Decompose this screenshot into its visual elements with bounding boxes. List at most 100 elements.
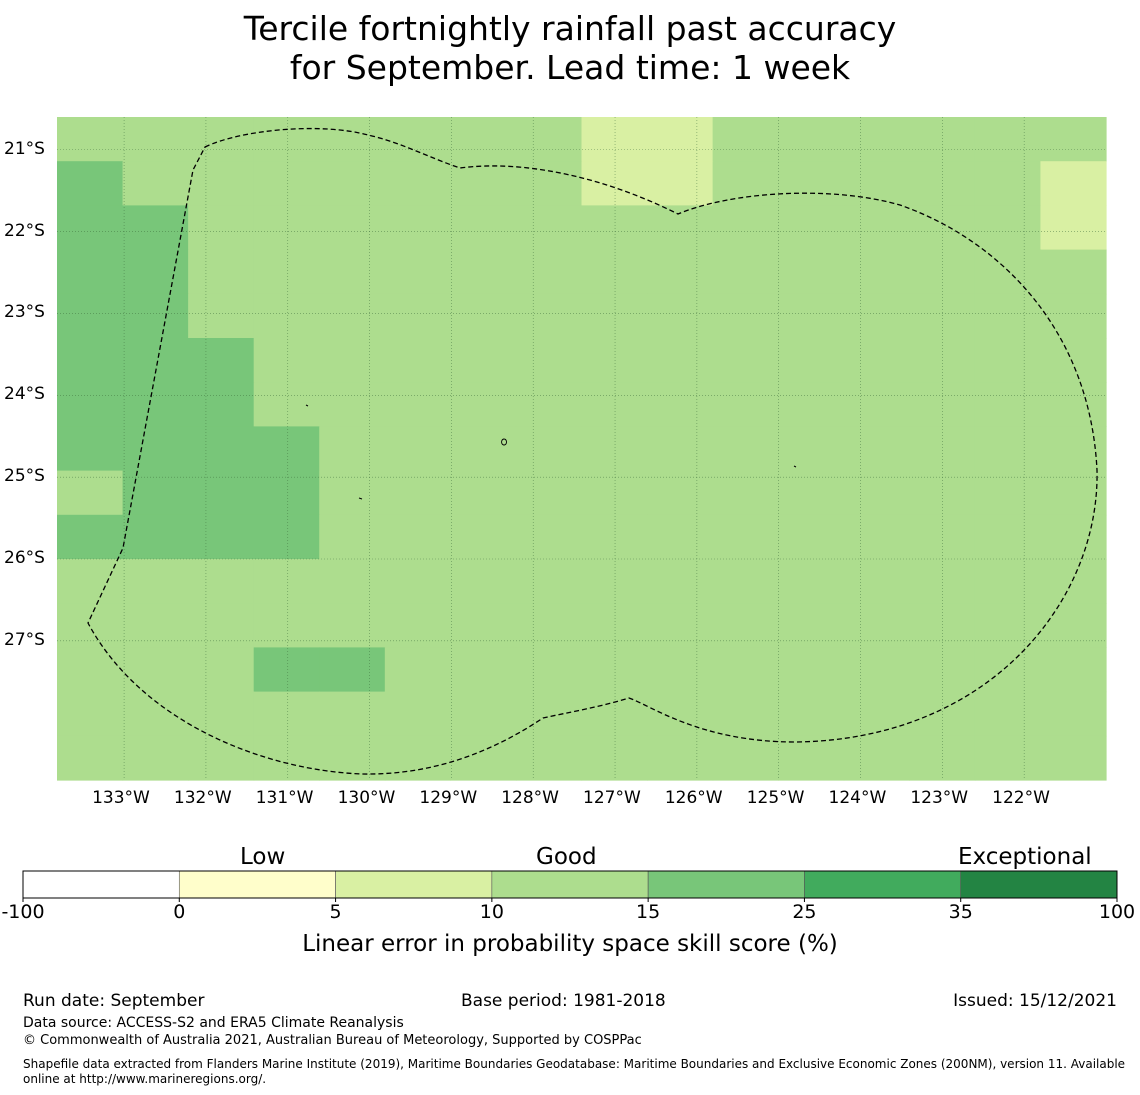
category-exceptional-label: Exceptional <box>958 844 1092 870</box>
grid-cell <box>647 559 714 604</box>
grid-cell <box>647 470 714 516</box>
grid-cell <box>581 117 648 162</box>
grid-cell <box>647 161 714 206</box>
chart-title-line-2: for September. Lead time: 1 week <box>289 48 851 87</box>
grid-cell <box>515 249 583 295</box>
run-date: Run date: September <box>23 991 205 1011</box>
grid-cell <box>909 426 976 472</box>
latitude-label: 26°S <box>4 548 45 568</box>
grid-cell <box>188 117 255 162</box>
grid-cell <box>1040 514 1107 560</box>
grid-cell <box>909 559 976 604</box>
grid-cell <box>450 338 517 383</box>
longitude-label: 123°W <box>910 788 969 808</box>
colorbar-tick-label: 35 <box>948 901 973 923</box>
grid-cell <box>253 735 320 781</box>
grid-cell <box>253 338 320 383</box>
grid-cell <box>253 249 320 295</box>
grid-cell <box>188 249 255 295</box>
skill-map <box>22 117 1118 902</box>
grid-cell <box>974 559 1042 604</box>
grid-cell <box>1040 470 1107 516</box>
grid-cell <box>188 647 255 693</box>
colorbar-tick-label: 10 <box>479 901 504 923</box>
grid-cell <box>57 249 124 295</box>
grid-cell <box>515 117 583 162</box>
base-period: Base period: 1981-2018 <box>461 991 666 1011</box>
grid-cell <box>319 735 386 781</box>
grid-cell <box>843 647 910 693</box>
category-low-label: Low <box>240 844 286 870</box>
grid-cell <box>974 293 1042 339</box>
grid-cell <box>778 382 845 427</box>
grid-cell <box>909 249 976 295</box>
shapefile-credit-line-2: online at http://www.marineregions.org/. <box>23 1072 267 1086</box>
grid-cell <box>188 161 255 206</box>
grid-cell <box>1040 205 1107 251</box>
skill-grid-cells <box>57 117 1107 781</box>
grid-cell <box>188 205 255 251</box>
shapefile-credit-line-1: Shapefile data extracted from Flanders M… <box>23 1057 1126 1071</box>
grid-cell <box>515 426 583 472</box>
grid-cell <box>450 691 517 737</box>
grid-cell <box>712 249 779 295</box>
grid-cell <box>450 514 517 560</box>
grid-cell <box>778 559 845 604</box>
colorbar <box>22 870 1118 902</box>
longitude-label: 124°W <box>828 788 887 808</box>
grid-cell <box>319 161 386 206</box>
grid-cell <box>843 514 910 560</box>
grid-cell <box>1040 691 1107 737</box>
grid-cell <box>57 426 124 472</box>
colorbar-title: Linear error in probability space skill … <box>302 931 838 957</box>
grid-cell <box>974 205 1042 251</box>
grid-cell <box>581 603 648 648</box>
grid-cell <box>450 293 517 339</box>
grid-cell <box>843 382 910 427</box>
grid-cell <box>450 470 517 516</box>
grid-cell <box>515 470 583 516</box>
latitude-label: 27°S <box>4 629 45 650</box>
grid-cell <box>974 735 1042 781</box>
grid-cell <box>253 603 320 648</box>
grid-cell <box>647 426 714 472</box>
grid-cell <box>515 647 583 693</box>
copyright: © Commonwealth of Australia 2021, Austra… <box>23 1033 642 1048</box>
grid-cell <box>384 559 451 604</box>
grid-cell <box>253 470 320 516</box>
grid-cell <box>909 382 976 427</box>
latitude-label: 24°S <box>4 384 45 405</box>
grid-cell <box>515 382 583 427</box>
grid-cell <box>581 470 648 516</box>
grid-cell <box>1040 117 1107 162</box>
grid-cell <box>581 382 648 427</box>
grid-cell <box>122 117 189 162</box>
grid-cell <box>188 735 255 781</box>
grid-cell <box>843 117 910 162</box>
grid-cell <box>319 691 386 737</box>
grid-cell <box>843 205 910 251</box>
grid-cell <box>188 293 255 339</box>
grid-cell <box>843 338 910 383</box>
grid-cell <box>712 647 779 693</box>
grid-cell <box>253 293 320 339</box>
grid-cell <box>384 117 451 162</box>
grid-cell <box>515 205 583 251</box>
grid-cell <box>974 514 1042 560</box>
grid-cell <box>57 293 124 339</box>
colorbar-tick-label: -100 <box>1 901 45 923</box>
grid-cell <box>188 470 255 516</box>
island-outline <box>358 497 363 500</box>
grid-cell <box>515 559 583 604</box>
grid-cell <box>843 426 910 472</box>
grid-cell <box>712 514 779 560</box>
grid-cell <box>515 161 583 206</box>
grid-cell <box>384 249 451 295</box>
grid-cell <box>188 426 255 472</box>
longitude-label: 126°W <box>664 788 723 808</box>
grid-cell <box>319 603 386 648</box>
grid-cell <box>909 117 976 162</box>
grid-cell <box>843 559 910 604</box>
grid-cell <box>974 161 1042 206</box>
grid-cell <box>647 249 714 295</box>
